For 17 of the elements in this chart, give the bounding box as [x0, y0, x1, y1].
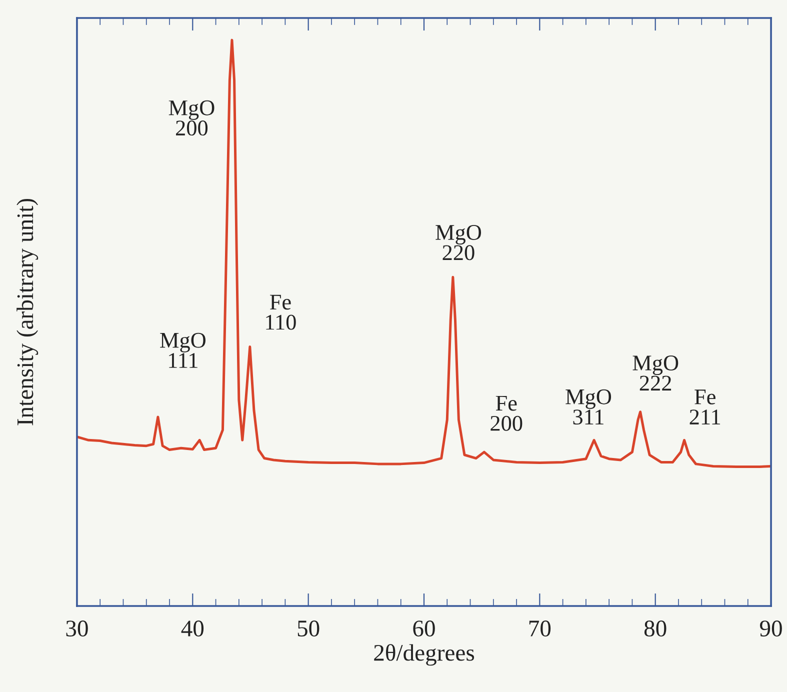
- x-tick-label: 90: [760, 620, 782, 636]
- annotation: Fe 200: [490, 396, 522, 431]
- annotation: MgO 220: [436, 225, 482, 260]
- x-tick-label: 60: [413, 620, 435, 636]
- annotation: MgO 222: [632, 356, 678, 390]
- x-tick-label: 40: [181, 620, 204, 636]
- annotation: MgO 200: [168, 100, 214, 136]
- x-tick-label: 50: [298, 620, 320, 636]
- x-tick-label: 30: [66, 620, 88, 636]
- annotation: Fe 211: [690, 390, 720, 424]
- annotation: Fe 110: [266, 294, 296, 330]
- x-tick-label: 70: [529, 620, 551, 636]
- x-axis-title: 2θ/degrees: [374, 644, 474, 666]
- annotation: MgO 111: [160, 332, 206, 368]
- annotation: MgO 311: [566, 389, 612, 425]
- y-axis-title: Intensity (arbitrary unit): [16, 198, 38, 426]
- x-tick-label: 80: [644, 620, 666, 636]
